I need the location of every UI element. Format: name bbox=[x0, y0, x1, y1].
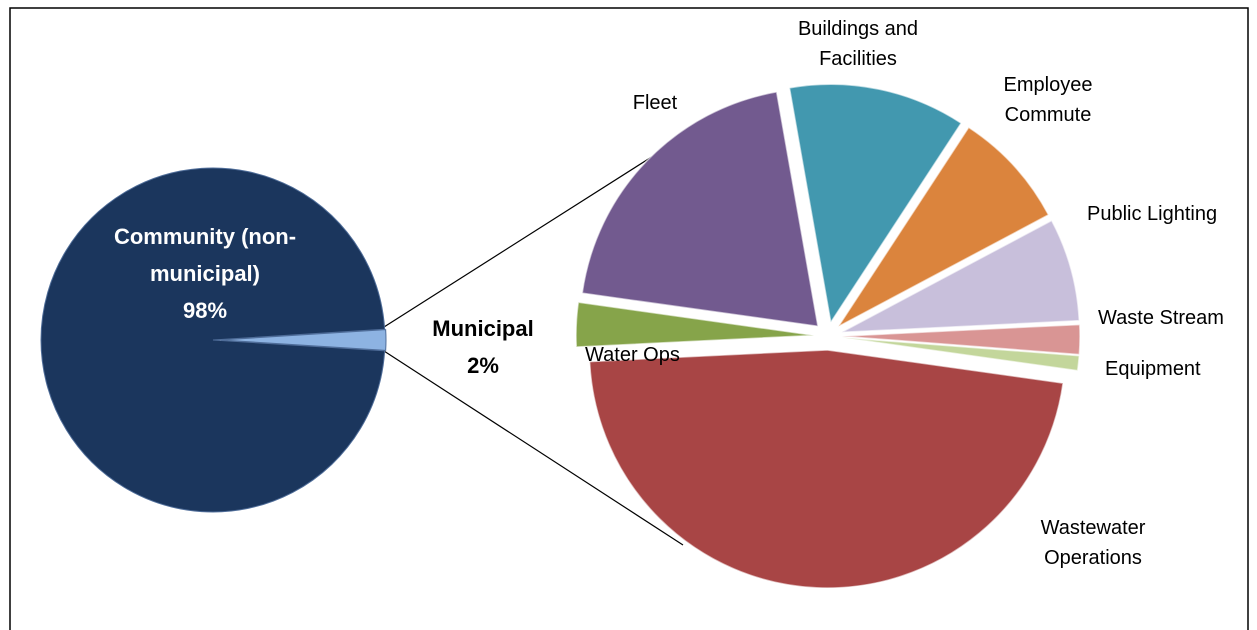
pie-slice bbox=[40, 167, 386, 513]
slice-label: Public Lighting bbox=[1087, 203, 1218, 225]
pie-slice bbox=[575, 301, 815, 348]
pie-slice bbox=[841, 323, 1081, 356]
slice-label: Municipal bbox=[432, 316, 534, 341]
pie-slice bbox=[837, 126, 1050, 328]
connector-line bbox=[383, 350, 684, 546]
slice-value-label: 98% bbox=[182, 298, 228, 323]
slice-value-label: 2% bbox=[467, 353, 499, 378]
pie-slice bbox=[581, 91, 819, 328]
pie-slice bbox=[841, 336, 1081, 372]
connector-line bbox=[383, 136, 684, 328]
municipal-label: Municipal 2% bbox=[413, 310, 553, 384]
slice-label: Employee Commute bbox=[1003, 74, 1093, 126]
pie-slice bbox=[588, 349, 1064, 589]
pie-slice bbox=[220, 329, 387, 351]
slice-label: Buildings and Facilities bbox=[797, 18, 919, 70]
slice-label: Water Ops bbox=[585, 344, 680, 366]
pie-slice bbox=[788, 83, 963, 325]
slice-label: Community (non-municipal) bbox=[113, 224, 297, 286]
slice-label: Wastewater Operations bbox=[1040, 517, 1146, 569]
chart-border bbox=[9, 7, 1249, 630]
slice-label: Equipment bbox=[1105, 358, 1201, 380]
pie-slice bbox=[841, 219, 1080, 334]
community-label: Community (non-municipal) 98% bbox=[105, 218, 305, 329]
slice-label: Waste Stream bbox=[1098, 307, 1224, 329]
slice-label: Fleet bbox=[632, 92, 678, 114]
